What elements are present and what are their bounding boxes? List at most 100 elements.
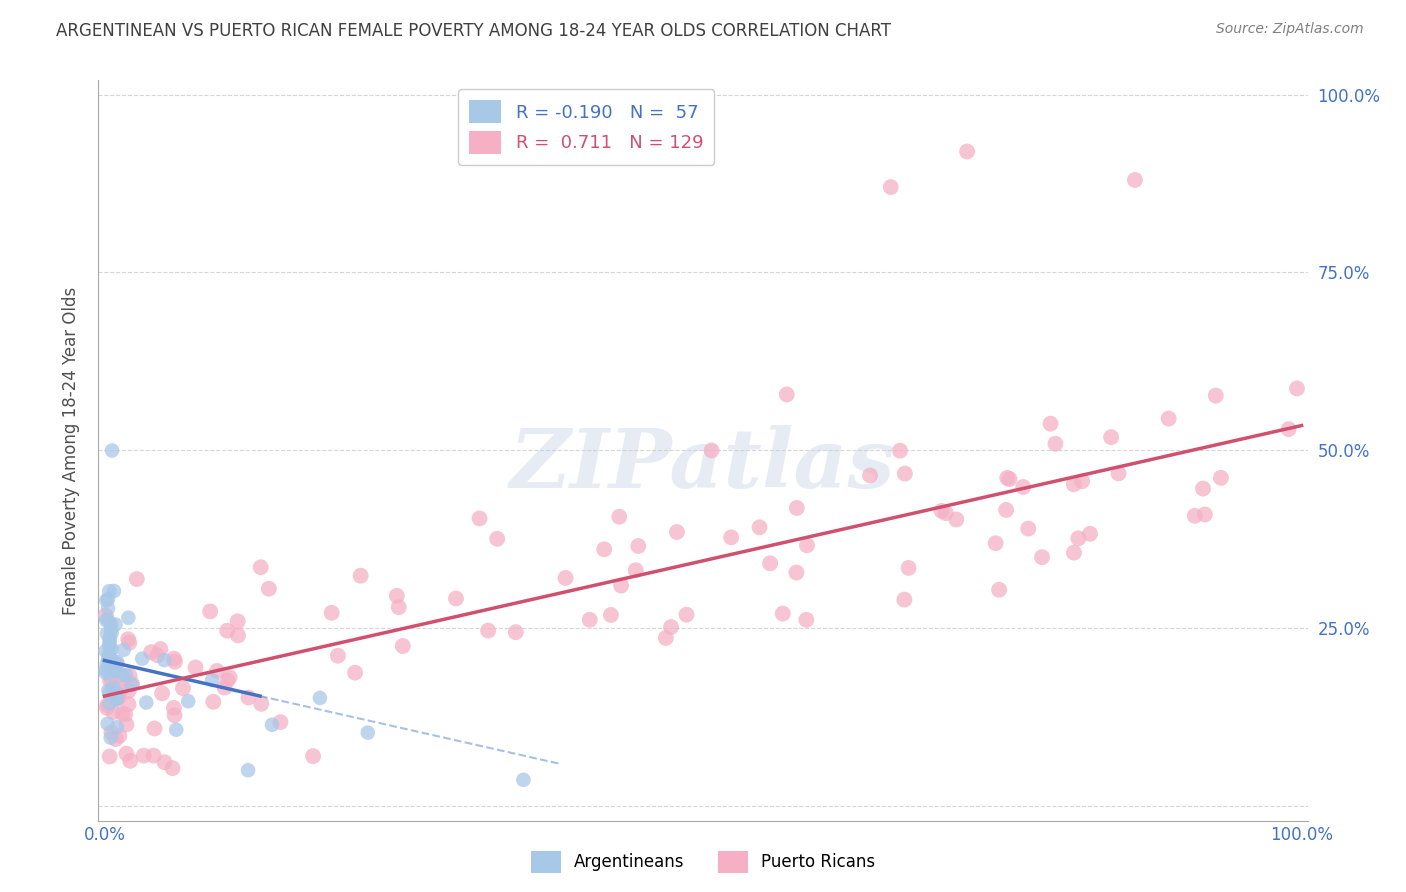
- Point: [893, 592, 915, 607]
- Point: [392, 639, 415, 653]
- Point: [226, 615, 249, 629]
- Point: [105, 657, 128, 672]
- Point: [184, 660, 207, 674]
- Point: [945, 512, 967, 526]
- Point: [111, 671, 134, 685]
- Point: [776, 387, 799, 401]
- Point: [218, 670, 240, 684]
- Point: [388, 600, 411, 615]
- Point: [1209, 471, 1232, 485]
- Point: [172, 681, 194, 696]
- Point: [98, 648, 121, 663]
- Point: [103, 705, 125, 719]
- Point: [859, 468, 882, 483]
- Point: [111, 668, 134, 682]
- Point: [198, 604, 221, 618]
- Point: [956, 145, 979, 159]
- Point: [96, 700, 118, 714]
- Point: [269, 715, 291, 730]
- Point: [153, 653, 176, 667]
- Point: [201, 673, 224, 687]
- Point: [1157, 411, 1180, 425]
- Point: [100, 731, 122, 745]
- Point: [249, 560, 271, 574]
- Point: [108, 729, 131, 743]
- Point: [444, 591, 467, 606]
- Point: [120, 754, 142, 768]
- Point: [104, 664, 127, 678]
- Point: [107, 690, 129, 705]
- Point: [260, 718, 283, 732]
- Point: [607, 509, 630, 524]
- Point: [104, 687, 127, 701]
- Point: [1045, 436, 1067, 450]
- Point: [995, 503, 1018, 517]
- Point: [1063, 546, 1085, 560]
- Point: [98, 749, 121, 764]
- Point: [114, 707, 136, 722]
- Point: [96, 657, 118, 671]
- Point: [135, 696, 157, 710]
- Point: [1012, 480, 1035, 494]
- Point: [94, 608, 117, 623]
- Point: [236, 764, 259, 778]
- Point: [578, 613, 600, 627]
- Point: [217, 673, 239, 688]
- Point: [880, 180, 903, 194]
- Point: [146, 648, 169, 663]
- Point: [512, 772, 534, 787]
- Point: [1078, 526, 1101, 541]
- Point: [302, 749, 325, 764]
- Point: [1205, 388, 1227, 402]
- Point: [665, 524, 688, 539]
- Point: [344, 665, 367, 680]
- Point: [115, 717, 138, 731]
- Point: [143, 722, 166, 736]
- Point: [163, 651, 186, 665]
- Point: [214, 681, 236, 695]
- Point: [100, 623, 122, 637]
- Point: [103, 661, 125, 675]
- Point: [104, 732, 127, 747]
- Point: [153, 756, 176, 770]
- Point: [468, 511, 491, 525]
- Point: [98, 640, 121, 654]
- Point: [163, 708, 186, 723]
- Text: ZIPatlas: ZIPatlas: [510, 425, 896, 505]
- Point: [118, 669, 141, 683]
- Point: [163, 701, 186, 715]
- Point: [100, 642, 122, 657]
- Point: [357, 725, 380, 739]
- Point: [785, 566, 807, 580]
- Point: [1063, 477, 1085, 491]
- Point: [98, 631, 121, 645]
- Y-axis label: Female Poverty Among 18-24 Year Olds: Female Poverty Among 18-24 Year Olds: [62, 286, 80, 615]
- Point: [796, 613, 818, 627]
- Point: [350, 568, 373, 582]
- Point: [477, 624, 499, 638]
- Point: [108, 690, 131, 704]
- Point: [700, 443, 723, 458]
- Point: [610, 579, 633, 593]
- Point: [101, 443, 124, 458]
- Point: [326, 648, 349, 663]
- Point: [1192, 482, 1215, 496]
- Point: [118, 636, 141, 650]
- Point: [105, 720, 128, 734]
- Point: [1031, 550, 1053, 565]
- Point: [988, 582, 1011, 597]
- Point: [112, 643, 135, 657]
- Point: [115, 747, 138, 761]
- Point: [100, 626, 122, 640]
- Point: [97, 683, 120, 698]
- Point: [97, 652, 120, 666]
- Point: [117, 632, 139, 647]
- Point: [96, 593, 118, 607]
- Point: [96, 613, 118, 627]
- Point: [94, 644, 117, 658]
- Point: [98, 637, 121, 651]
- Point: [110, 681, 132, 696]
- Point: [97, 613, 120, 627]
- Point: [796, 538, 818, 552]
- Point: [554, 571, 576, 585]
